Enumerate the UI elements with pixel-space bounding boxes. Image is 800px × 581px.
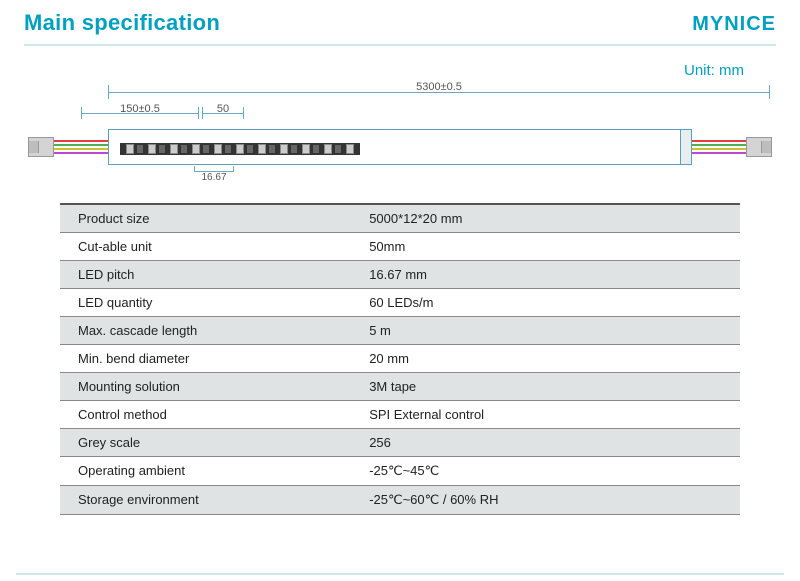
dimension-diagram: 5300±0.5 150±0.5 50 16.67 bbox=[24, 85, 776, 195]
led bbox=[126, 144, 134, 154]
dim-overall-value: 5300±0.5 bbox=[412, 81, 466, 93]
spec-label: Grey scale bbox=[60, 429, 359, 456]
ic-chip bbox=[181, 145, 187, 153]
led bbox=[214, 144, 222, 154]
led bbox=[236, 144, 244, 154]
spec-value: -25℃~45℃ bbox=[359, 457, 740, 485]
spec-value: 3M tape bbox=[359, 373, 740, 400]
wires-right bbox=[692, 139, 746, 155]
table-row: LED pitch16.67 mm bbox=[60, 261, 740, 289]
ic-chip bbox=[335, 145, 341, 153]
ic-chip bbox=[291, 145, 297, 153]
table-row: Operating ambient-25℃~45℃ bbox=[60, 457, 740, 486]
led bbox=[346, 144, 354, 154]
wire-purple bbox=[54, 152, 108, 154]
page-title: Main specification bbox=[24, 10, 220, 36]
spec-value: 5 m bbox=[359, 317, 740, 344]
led-strip-assembly bbox=[24, 123, 776, 171]
dim-cut: 50 bbox=[202, 107, 244, 119]
wire-red bbox=[54, 140, 108, 142]
ic-chip bbox=[137, 145, 143, 153]
spec-value: 16.67 mm bbox=[359, 261, 740, 288]
wires-left bbox=[54, 139, 108, 155]
table-row: Mounting solution3M tape bbox=[60, 373, 740, 401]
spec-label: Min. bend diameter bbox=[60, 345, 359, 372]
spec-label: LED pitch bbox=[60, 261, 359, 288]
spec-label: Max. cascade length bbox=[60, 317, 359, 344]
ic-chip bbox=[313, 145, 319, 153]
led bbox=[148, 144, 156, 154]
dim-lead: 150±0.5 bbox=[81, 107, 199, 119]
pcb-strip bbox=[120, 143, 360, 155]
ic-chip bbox=[203, 145, 209, 153]
table-row: Control methodSPI External control bbox=[60, 401, 740, 429]
led bbox=[302, 144, 310, 154]
spec-label: Control method bbox=[60, 401, 359, 428]
spec-value: SPI External control bbox=[359, 401, 740, 428]
spec-value: -25℃~60℃ / 60% RH bbox=[359, 486, 740, 514]
dim-cut-value: 50 bbox=[215, 103, 231, 115]
brand-logo: MYNICE bbox=[692, 13, 776, 36]
tube-endcap-right bbox=[680, 129, 692, 165]
dim-lead-value: 150±0.5 bbox=[117, 103, 163, 115]
led bbox=[170, 144, 178, 154]
led bbox=[192, 144, 200, 154]
unit-label: Unit: mm bbox=[0, 46, 800, 79]
ic-chip bbox=[159, 145, 165, 153]
table-row: Grey scale256 bbox=[60, 429, 740, 457]
dim-overall: 5300±0.5 bbox=[108, 85, 770, 99]
spec-value: 50mm bbox=[359, 233, 740, 260]
spec-value: 60 LEDs/m bbox=[359, 289, 740, 316]
ic-chip bbox=[269, 145, 275, 153]
table-row: Max. cascade length5 m bbox=[60, 317, 740, 345]
spec-label: Mounting solution bbox=[60, 373, 359, 400]
led bbox=[324, 144, 332, 154]
wire-green bbox=[54, 144, 108, 146]
table-row: LED quantity60 LEDs/m bbox=[60, 289, 740, 317]
page-header: Main specification MYNICE bbox=[0, 0, 800, 40]
dim-pitch-value: 16.67 bbox=[201, 172, 226, 183]
spec-label: Product size bbox=[60, 205, 359, 232]
footer-rule bbox=[16, 573, 784, 575]
spec-label: Cut-able unit bbox=[60, 233, 359, 260]
table-row: Min. bend diameter20 mm bbox=[60, 345, 740, 373]
table-row: Product size5000*12*20 mm bbox=[60, 205, 740, 233]
dim-pitch: 16.67 bbox=[194, 171, 234, 183]
spec-value: 5000*12*20 mm bbox=[359, 205, 740, 232]
spec-table: Product size5000*12*20 mmCut-able unit50… bbox=[60, 203, 740, 515]
spec-label: Storage environment bbox=[60, 486, 359, 514]
table-row: Storage environment-25℃~60℃ / 60% RH bbox=[60, 486, 740, 515]
ic-chip bbox=[225, 145, 231, 153]
spec-value: 256 bbox=[359, 429, 740, 456]
wire-yellow bbox=[54, 148, 108, 150]
ic-chip bbox=[247, 145, 253, 153]
table-row: Cut-able unit50mm bbox=[60, 233, 740, 261]
spec-value: 20 mm bbox=[359, 345, 740, 372]
connector-right bbox=[746, 137, 772, 157]
spec-label: LED quantity bbox=[60, 289, 359, 316]
led bbox=[258, 144, 266, 154]
connector-left bbox=[28, 137, 54, 157]
spec-label: Operating ambient bbox=[60, 457, 359, 485]
led bbox=[280, 144, 288, 154]
